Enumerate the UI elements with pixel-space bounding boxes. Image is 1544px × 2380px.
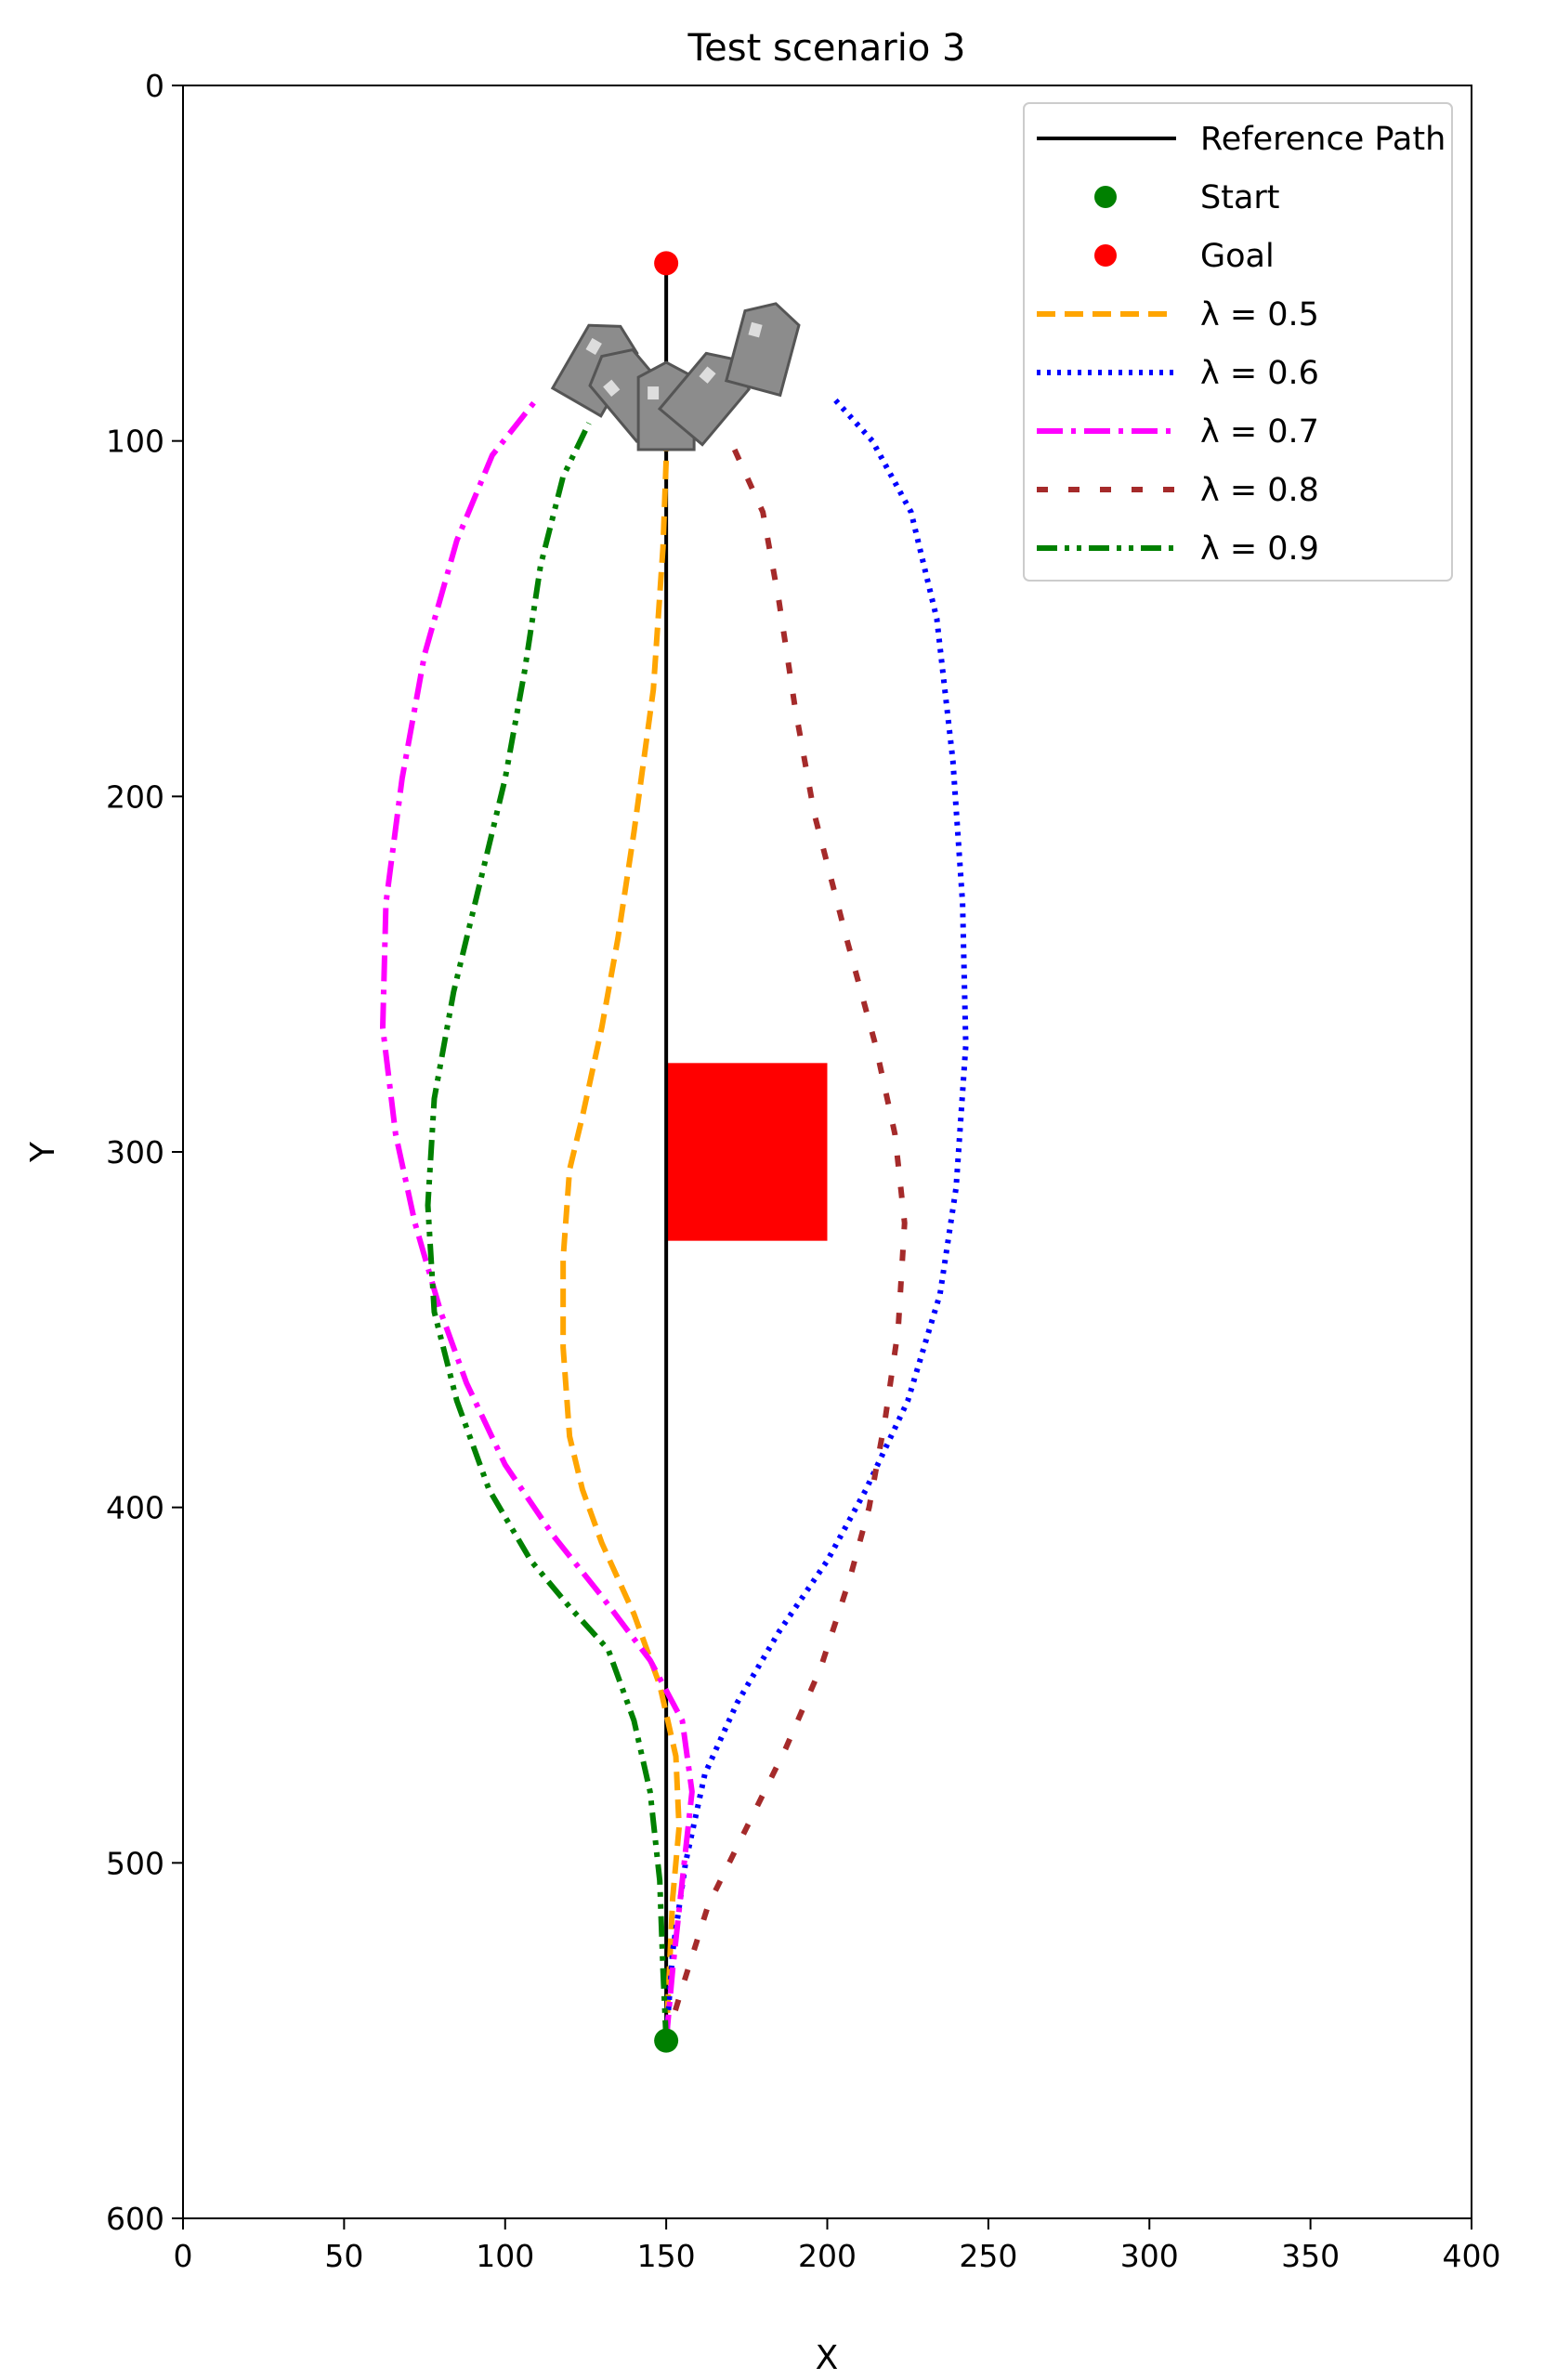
x-tick-label-50: 50 [324,2238,363,2274]
chart-title: Test scenario 3 [687,27,966,70]
legend-label-2: Start [1200,179,1280,216]
legend-label-1: Reference Path [1200,121,1446,158]
x-tick-label-250: 250 [959,2238,1017,2274]
vehicle-5 [724,302,801,398]
x-tick-label-0: 0 [174,2238,193,2274]
y-tick-label-500: 500 [106,1845,164,1881]
vehicle-window-2 [603,379,621,398]
y-tick-label-300: 300 [106,1134,164,1170]
series-line-5 [425,422,670,2041]
y-axis: 0 100 200 300 400 500 600 [106,68,183,2237]
y-tick-label-200: 200 [106,778,164,815]
y-tick-label-0: 0 [145,68,164,104]
legend-label-7: λ = 0.8 [1200,472,1319,509]
series-line-4 [663,439,908,2042]
x-tick-label-100: 100 [476,2238,534,2274]
x-tick-label-200: 200 [798,2238,857,2274]
vehicle-window-4 [699,366,716,384]
legend: Reference Path Start Goal λ = 0.5 λ = 0.6 λ =… [1023,102,1453,582]
vehicle-window-5 [748,321,763,338]
y-tick-label-400: 400 [106,1490,164,1526]
vehicle-body-5 [724,302,801,398]
legend-box [1023,102,1453,582]
goal-marker [654,251,679,276]
legend-marker-2 [1094,186,1117,208]
x-tick-label-150: 150 [637,2238,696,2274]
x-tick-label-300: 300 [1120,2238,1179,2274]
start-marker [654,2028,679,2053]
series-line-1 [560,440,682,2041]
x-tick-label-350: 350 [1281,2238,1340,2274]
legend-label-5: λ = 0.6 [1200,355,1319,392]
x-axis: 0 50 100 150 200 250 300 350 400 [174,2218,1501,2274]
y-tick-label-100: 100 [106,424,164,460]
y-axis-label: Y [24,1141,62,1163]
vehicle-window-1 [585,337,602,356]
obstacle-rect [666,1063,828,1241]
legend-label-8: λ = 0.9 [1200,530,1319,568]
vehicle-window-3 [648,386,660,400]
legend-label-4: λ = 0.5 [1200,296,1319,333]
legend-marker-3 [1094,244,1117,267]
x-axis-label: X [816,2339,839,2377]
series-line-3 [379,396,695,2041]
x-tick-label-400: 400 [1443,2238,1501,2274]
plot-area [182,85,1472,2219]
series-line-2 [663,396,969,2041]
legend-label-3: Goal [1200,238,1275,275]
y-tick-label-600: 600 [106,2201,164,2237]
legend-label-6: λ = 0.7 [1200,413,1319,451]
